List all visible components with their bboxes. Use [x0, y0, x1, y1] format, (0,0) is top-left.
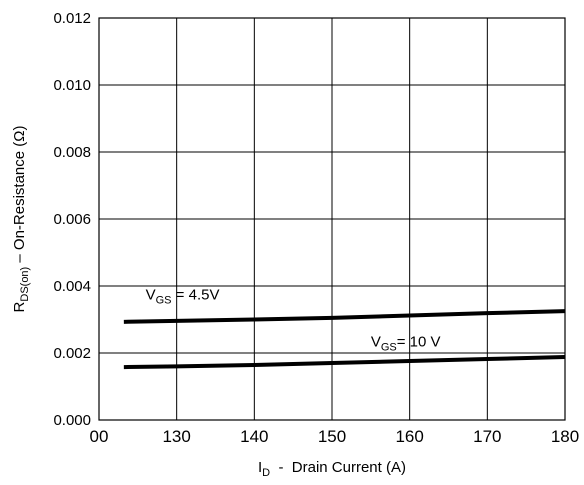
y-tick-label: 0.004 — [53, 278, 91, 295]
x-axis-label-part: - Drain Current (A) — [270, 459, 406, 476]
x-axis-label-part: D — [262, 467, 270, 479]
y-axis-label: RDS(on) – On-Resistance (Ω) — [11, 126, 31, 313]
y-tick-label: 0.010 — [53, 77, 91, 94]
y-tick-label: 0.000 — [53, 412, 91, 429]
annotation-part: = 10 V — [397, 333, 441, 350]
data-line — [123, 355, 566, 370]
plot-border — [98, 17, 566, 421]
x-tick-label: 130 — [162, 427, 190, 446]
y-tick-label: 0.002 — [53, 345, 91, 362]
x-tick-label: 00 — [90, 427, 109, 446]
annotation-part: GS — [156, 294, 172, 306]
x-tick-label: 150 — [318, 427, 346, 446]
annotation: VGS= 10 V — [371, 333, 441, 353]
y-axis-label-part: – On-Resistance (Ω) — [11, 126, 28, 267]
y-tick-label: 0.006 — [53, 211, 91, 228]
x-axis-label: ID - Drain Current (A) — [258, 459, 406, 479]
annotation-part: V — [146, 286, 156, 303]
x-tick-label: 160 — [395, 427, 423, 446]
y-tick-label: 0.012 — [53, 10, 91, 27]
x-tick-label: 170 — [473, 427, 501, 446]
annotation-part: GS — [381, 341, 397, 353]
y-axis-label-part: R — [11, 301, 28, 312]
x-tick-label: 180 — [551, 427, 579, 446]
annotation: VGS = 4.5V — [146, 286, 220, 306]
x-axis-label-part: I — [258, 459, 262, 476]
annotation-part: V — [371, 333, 381, 350]
y-axis-label-part: DS(on) — [19, 267, 31, 302]
data-line — [123, 309, 566, 324]
annotation-part: = 4.5V — [172, 286, 220, 303]
x-tick-label: 140 — [240, 427, 268, 446]
y-tick-label: 0.008 — [53, 144, 91, 161]
